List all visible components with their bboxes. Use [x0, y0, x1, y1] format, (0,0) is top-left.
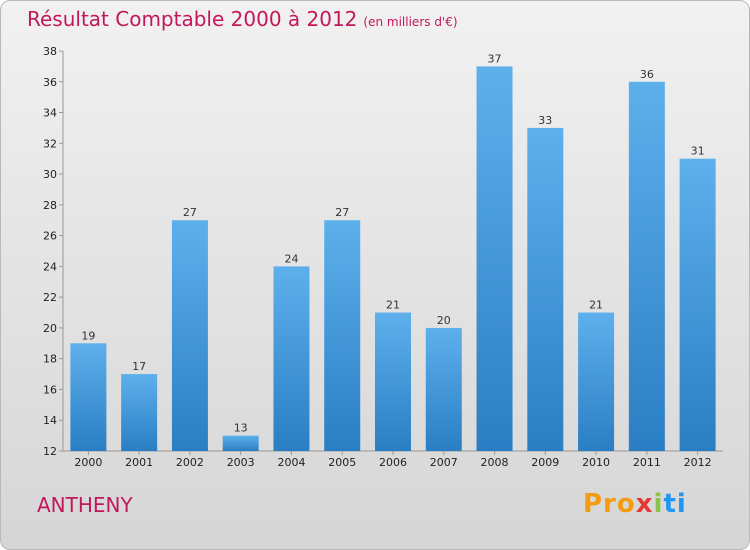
y-tick-label: 12 — [43, 445, 57, 458]
x-tick-label-2010: 2010 — [582, 456, 610, 469]
x-tick-label-2006: 2006 — [379, 456, 407, 469]
value-label-2005: 27 — [335, 206, 349, 219]
bar-2011 — [628, 81, 665, 452]
y-axis: 12 14 16 18 20 22 24 26 28 30 32 34 36 38 — [43, 45, 64, 458]
bars — [70, 66, 716, 452]
value-label-2007: 20 — [437, 314, 451, 327]
bar-2002 — [171, 220, 208, 451]
x-tick-label-2008: 2008 — [481, 456, 509, 469]
bar-2009 — [527, 127, 564, 451]
y-tick-label: 24 — [43, 260, 57, 273]
bar-2007 — [425, 327, 462, 451]
bar-2005 — [324, 220, 361, 451]
bar-2006 — [375, 312, 411, 451]
y-tick-label: 16 — [43, 383, 57, 396]
y-tick-label: 28 — [43, 199, 57, 212]
value-label-2003: 13 — [234, 422, 248, 435]
x-tick-label-2002: 2002 — [176, 456, 204, 469]
y-tick-label: 34 — [43, 107, 57, 120]
x-axis: 2000 2001 2002 2003 2004 2005 2006 2007 2008 2009… — [63, 450, 723, 469]
bar-2003 — [222, 435, 259, 451]
value-label-2000: 19 — [81, 329, 95, 342]
value-label-2012: 31 — [691, 145, 705, 158]
bar-2001 — [121, 374, 158, 451]
bar-2012 — [679, 158, 716, 451]
value-label-2001: 17 — [132, 360, 146, 373]
value-label-2009: 33 — [538, 114, 552, 127]
y-tick-label: 14 — [43, 414, 57, 427]
value-label-2008: 37 — [488, 52, 502, 65]
logo-part-1: Pro — [583, 489, 636, 519]
x-tick-label-2003: 2003 — [227, 456, 255, 469]
bar-2008 — [476, 66, 513, 451]
x-tick-label-2000: 2000 — [74, 456, 102, 469]
bar-2010 — [578, 312, 615, 451]
x-tick-label-2007: 2007 — [430, 456, 458, 469]
bar-2004 — [273, 266, 310, 451]
chart-title: Résultat Comptable 2000 à 2012 (en millie… — [27, 7, 458, 31]
value-label-2002: 27 — [183, 206, 197, 219]
y-tick-label: 20 — [43, 322, 57, 335]
logo-part-3: i — [653, 489, 664, 519]
y-tick-label: 38 — [43, 45, 57, 58]
x-tick-label-2011: 2011 — [633, 456, 661, 469]
value-label-2011: 36 — [640, 68, 654, 81]
commune-name: ANTHENY — [37, 493, 133, 517]
y-tick-label: 18 — [43, 353, 57, 366]
title-unit: (en milliers d'€) — [363, 15, 458, 29]
y-tick-label: 26 — [43, 230, 57, 243]
logo-part-4: ti — [663, 489, 687, 519]
x-tick-label-2012: 2012 — [684, 456, 712, 469]
x-tick-label-2009: 2009 — [531, 456, 559, 469]
proxiti-logo[interactable]: Proxiti — [583, 489, 687, 519]
y-tick-label: 36 — [43, 76, 57, 89]
x-tick-label-2005: 2005 — [328, 456, 356, 469]
x-tick-label-2004: 2004 — [277, 456, 305, 469]
y-tick-label: 30 — [43, 168, 57, 181]
y-tick-label: 22 — [43, 291, 57, 304]
value-label-2004: 24 — [284, 252, 298, 265]
value-labels: 19 17 27 13 24 27 21 20 37 33 21 36 31 — [81, 52, 704, 434]
logo-part-2: x — [635, 489, 654, 519]
title-main: Résultat Comptable 2000 à 2012 — [27, 7, 358, 31]
bar-2000 — [70, 343, 107, 451]
value-label-2010: 21 — [589, 299, 603, 312]
y-tick-label: 32 — [43, 137, 57, 150]
x-tick-label-2001: 2001 — [125, 456, 153, 469]
value-label-2006: 21 — [386, 299, 400, 312]
